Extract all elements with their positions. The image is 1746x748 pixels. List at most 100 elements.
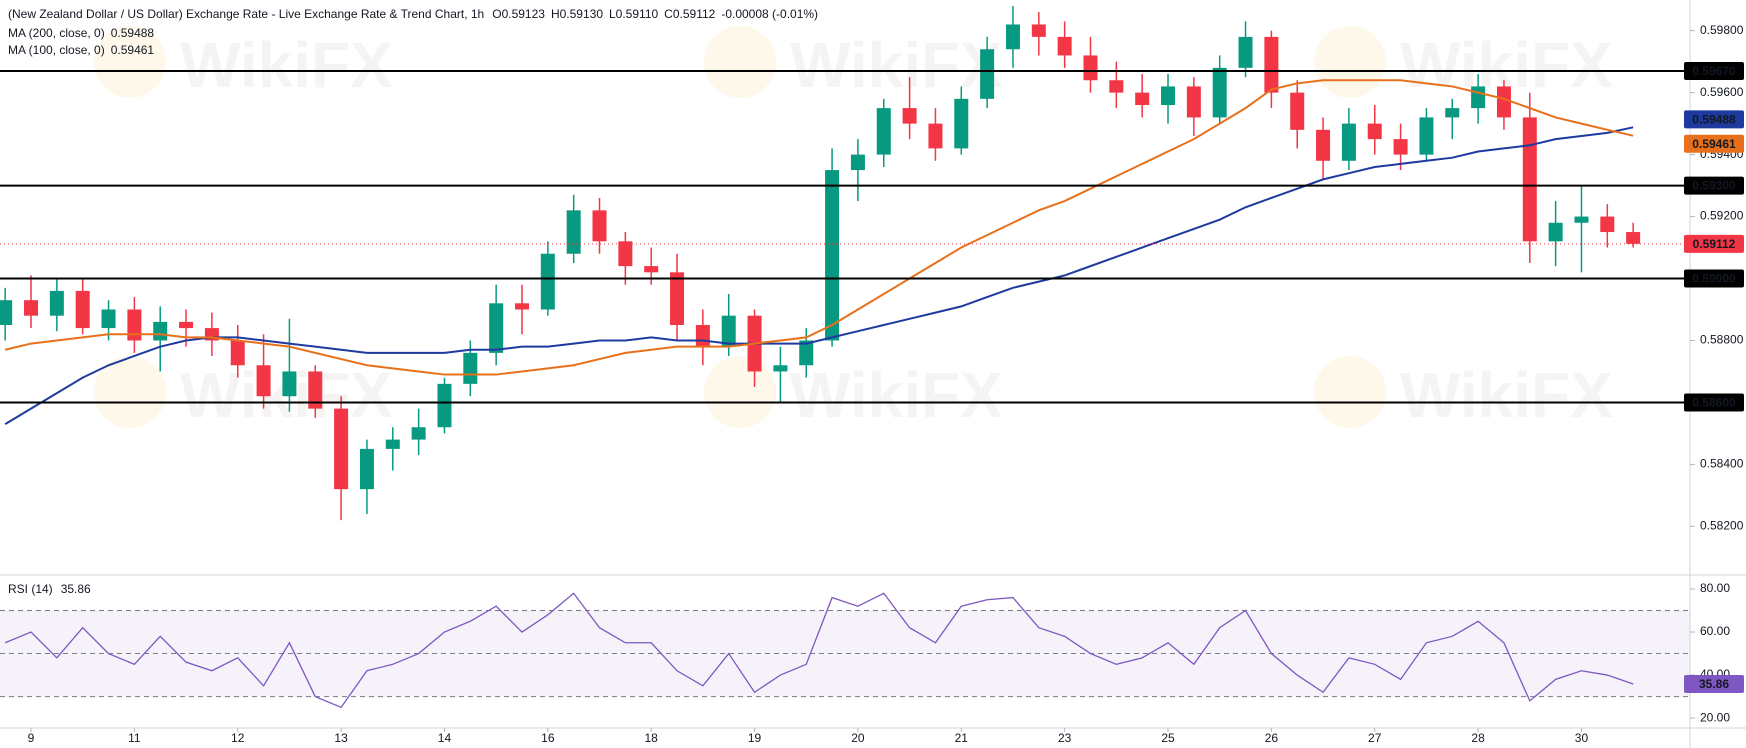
candle-body [1238, 36, 1253, 68]
candle-body [1109, 80, 1124, 93]
x-tick-label: 30 [1575, 731, 1589, 745]
candle-body [1471, 86, 1486, 109]
chart-title: (New Zealand Dollar / US Dollar) Exchang… [8, 7, 484, 21]
level-label: 0.59300 [1692, 179, 1736, 193]
y-tick-label: 0.59800 [1700, 23, 1744, 37]
candle-body [411, 427, 426, 440]
candle-body [334, 408, 349, 490]
rsi-value-label: 35.86 [1699, 677, 1729, 691]
candle-body [1445, 108, 1460, 118]
candle-body [437, 383, 452, 428]
last-price-label: 0.59112 [1693, 237, 1736, 251]
watermark: WikiFX [790, 359, 1003, 431]
candle-body [876, 108, 891, 155]
x-tick-label: 20 [851, 731, 865, 745]
y-tick-label: 60.00 [1700, 624, 1730, 638]
y-tick-label: 0.58400 [1700, 457, 1744, 471]
candle-body [0, 300, 13, 325]
candle-body [49, 290, 64, 316]
header: (New Zealand Dollar / US Dollar) Exchang… [8, 7, 484, 21]
candle-body [359, 448, 374, 490]
ma-value-label: 0.59488 [1692, 113, 1736, 127]
ma-value-label-box [1684, 134, 1744, 153]
candle-body [1290, 92, 1305, 130]
watermark-logo [1314, 356, 1386, 428]
candle-body [1574, 216, 1589, 223]
x-tick-label: 25 [1161, 731, 1175, 745]
candle-body [1548, 222, 1563, 242]
candle-body [1419, 117, 1434, 155]
rsi-value-label-box [1684, 674, 1744, 693]
candle-body [24, 300, 39, 316]
x-tick-label: 23 [1058, 731, 1072, 745]
candle-body [282, 371, 297, 397]
ma-value-label: 0.59461 [1692, 137, 1736, 151]
x-tick-label: 19 [748, 731, 762, 745]
candle-body [1341, 123, 1356, 161]
candle-body [825, 170, 840, 341]
y-tick-label: 80.00 [1700, 581, 1730, 595]
ohlc-value: O0.59123 [492, 7, 545, 21]
candle-body [463, 352, 478, 384]
candle-body [1005, 24, 1020, 50]
level-label-box [1684, 61, 1744, 80]
candle-body [1186, 86, 1201, 118]
x-tick-label: 21 [955, 731, 969, 745]
candle-body [566, 210, 581, 254]
candle-body [1367, 123, 1382, 140]
candle-body [721, 315, 736, 347]
ohlc-value: C0.59112 [664, 7, 715, 21]
x-tick-label: 27 [1368, 731, 1382, 745]
x-tick-label: 26 [1265, 731, 1279, 745]
candle-body [670, 272, 685, 325]
y-tick-label: 0.58800 [1700, 333, 1744, 347]
candle-body [902, 108, 917, 124]
candle-body [514, 303, 529, 310]
level-label: 0.58600 [1692, 396, 1736, 410]
candle-body [1031, 24, 1046, 37]
y-tick-label: 20.00 [1700, 710, 1730, 724]
candle-body [1135, 92, 1150, 106]
x-tick-label: 12 [231, 731, 245, 745]
legend-label: MA (100, close, 0) [8, 43, 105, 57]
moving-average [4, 126, 1634, 425]
ohlc-value: H0.59130 [551, 7, 603, 21]
x-tick-label: 16 [541, 731, 555, 745]
candle-body [1316, 129, 1331, 161]
watermark: WikiFX [1400, 359, 1613, 431]
watermark-logo [1314, 26, 1386, 98]
candle-body [618, 241, 633, 267]
y-tick-label: 0.58200 [1700, 519, 1744, 533]
candle-body [850, 154, 865, 171]
x-tick-label: 9 [28, 731, 35, 745]
legend-value: 0.59488 [111, 26, 155, 40]
x-tick-label: 11 [128, 731, 141, 745]
candle-body [1496, 86, 1511, 118]
candle-body [1522, 117, 1537, 242]
candle-body [1600, 216, 1615, 233]
watermark-logo [94, 356, 166, 428]
candle-body [695, 324, 710, 347]
watermark-logo [704, 356, 776, 428]
candle-body [75, 290, 90, 329]
candle-body [230, 340, 245, 366]
candle-body [179, 321, 194, 329]
x-tick-label: 18 [645, 731, 659, 745]
watermark: WikiFX [790, 29, 1003, 101]
ohlc-value: -0.00008 (-0.01%) [721, 7, 818, 21]
x-tick-label: 14 [438, 731, 452, 745]
candle-body [1083, 55, 1098, 81]
level-label-box [1684, 269, 1744, 288]
watermark-logo [94, 26, 166, 98]
plot-area [0, 5, 1690, 709]
watermark-logo [704, 26, 776, 98]
candle-body [1264, 36, 1279, 93]
level-label-box [1684, 176, 1744, 195]
candle-body [644, 266, 659, 273]
candle-body [592, 210, 607, 242]
candle-body [773, 365, 788, 372]
candle-body [385, 439, 400, 449]
candle-body [153, 321, 168, 341]
